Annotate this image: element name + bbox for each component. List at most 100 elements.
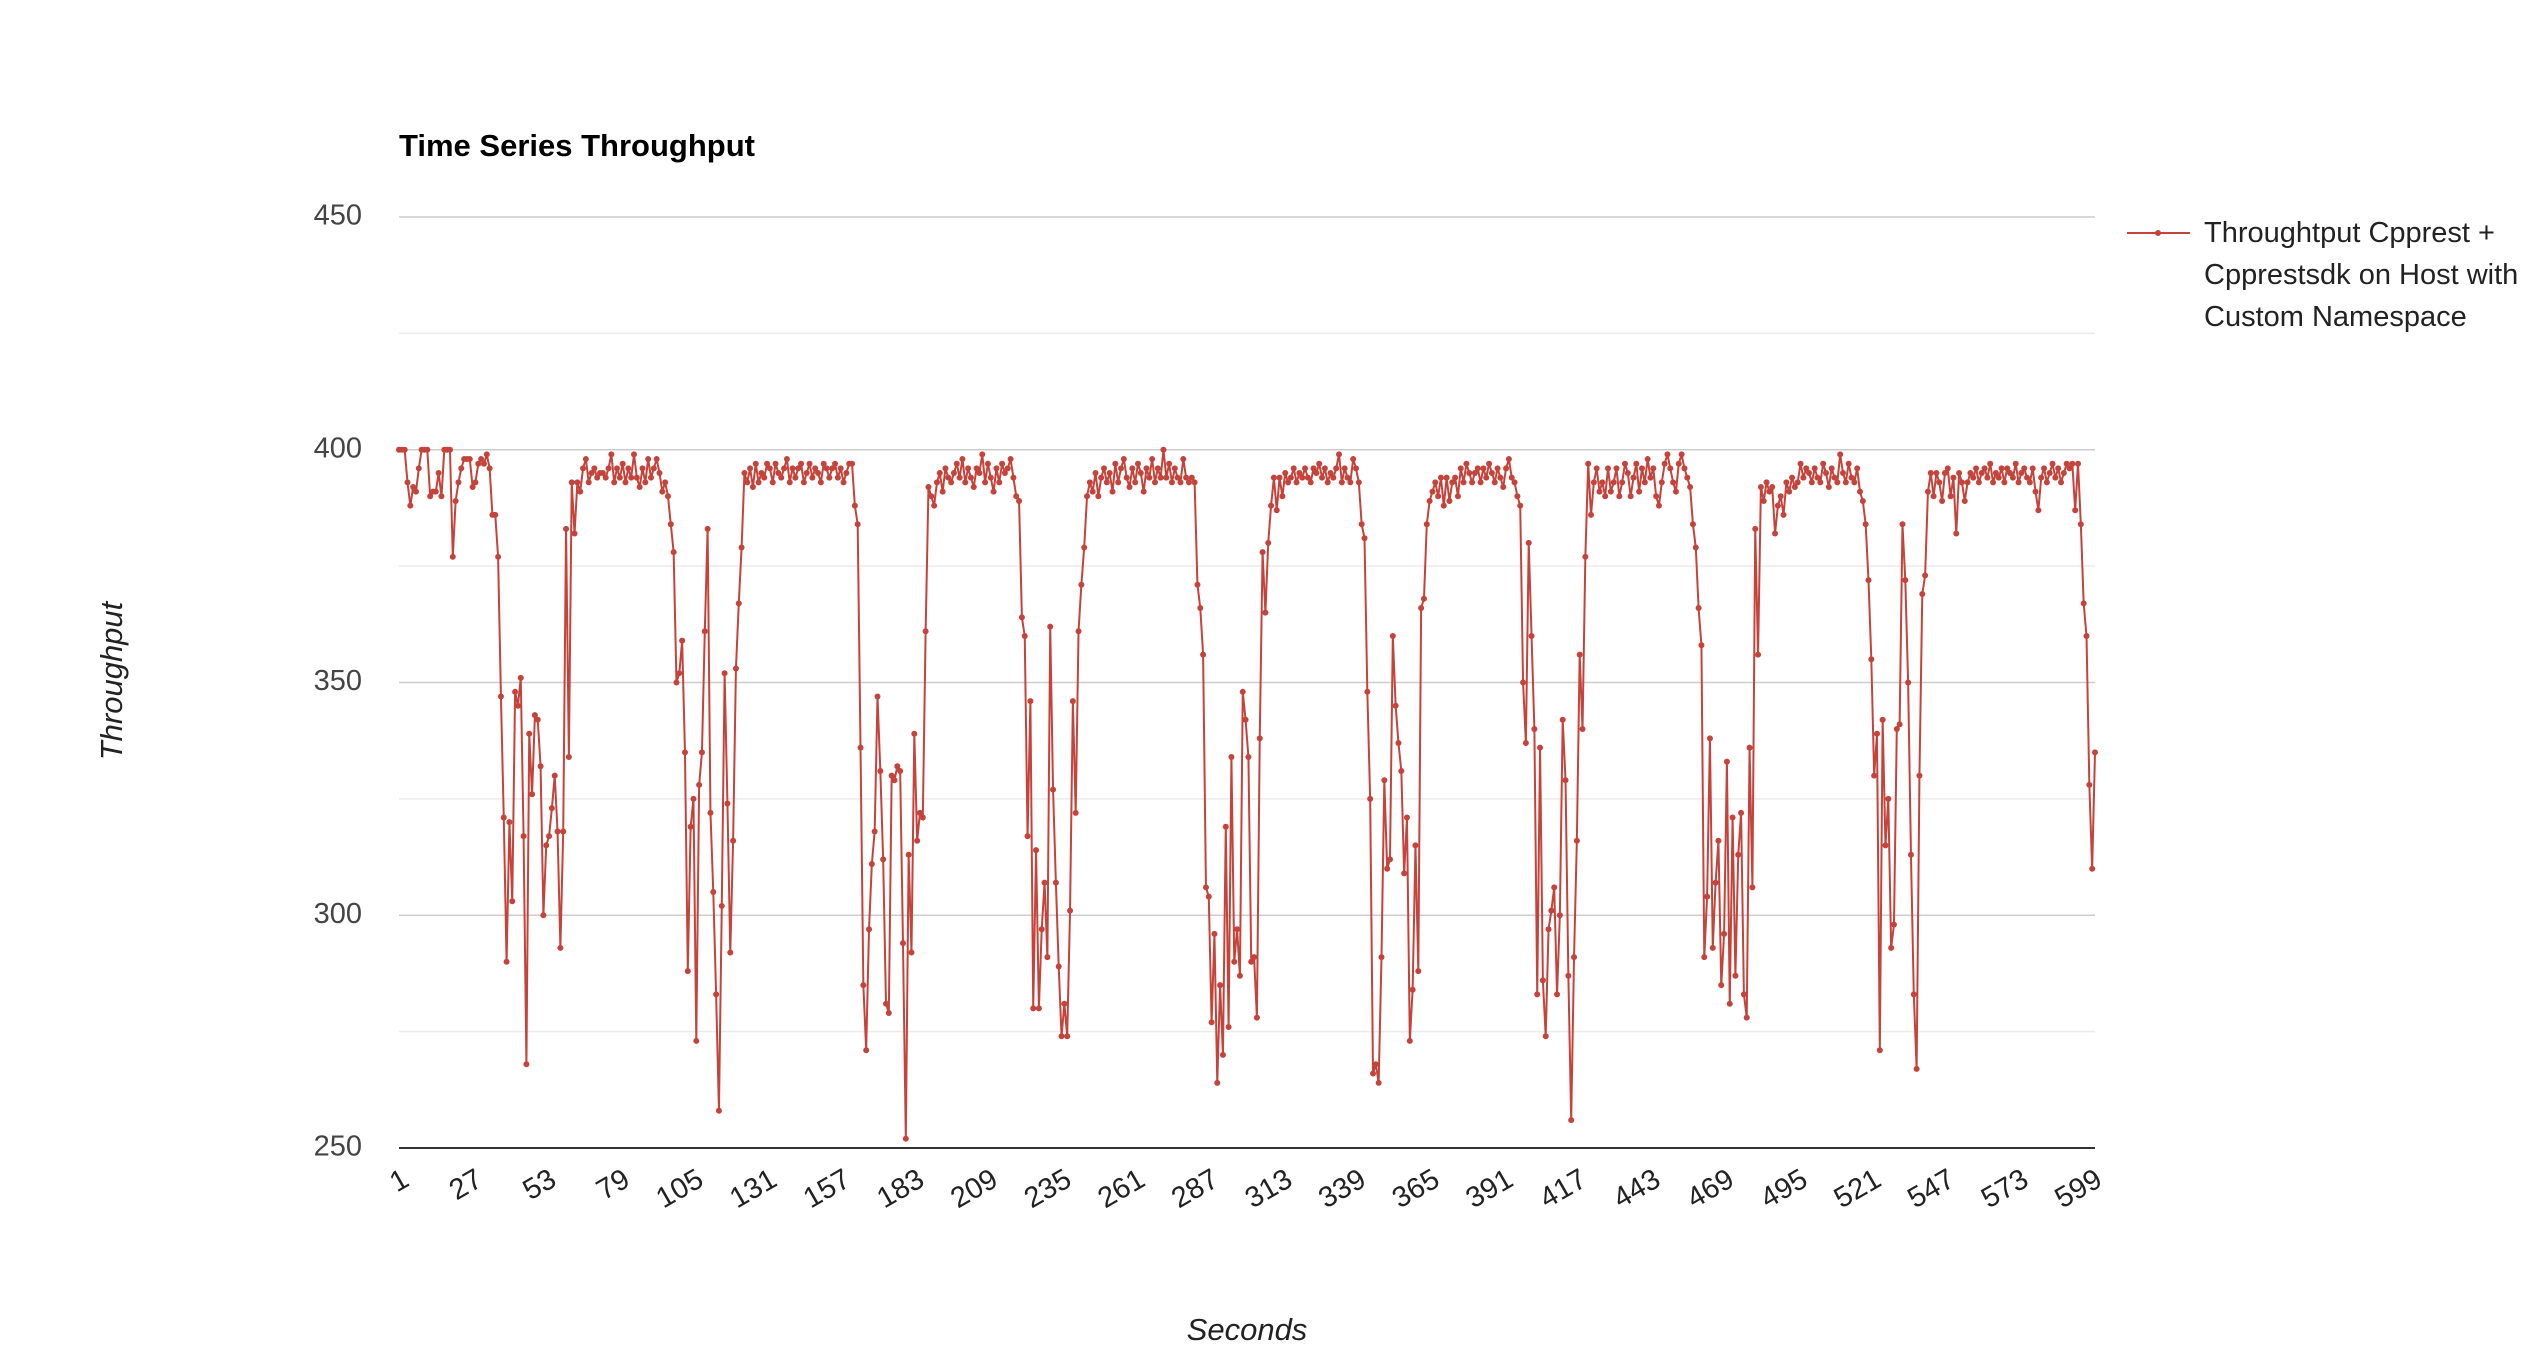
data-point xyxy=(1712,879,1719,886)
data-point xyxy=(1789,474,1796,481)
data-point xyxy=(415,465,422,472)
data-point xyxy=(755,479,762,486)
data-point xyxy=(1171,465,1178,472)
data-point xyxy=(1460,479,1467,486)
data-point xyxy=(1197,605,1204,612)
data-point xyxy=(984,460,991,467)
data-point xyxy=(1704,893,1711,900)
data-point xyxy=(1735,851,1742,858)
data-point xyxy=(1950,474,1957,481)
data-point xyxy=(1936,479,1943,486)
data-point xyxy=(628,474,635,481)
data-point xyxy=(1800,474,1807,481)
data-point xyxy=(565,753,572,760)
data-point xyxy=(1214,1079,1221,1086)
data-point xyxy=(1092,470,1099,477)
data-point xyxy=(1457,465,1464,472)
x-tick-label: 261 xyxy=(1093,1163,1151,1215)
data-point xyxy=(1287,474,1294,481)
x-tick-label: 209 xyxy=(945,1163,1003,1215)
series-line xyxy=(399,448,2096,1139)
data-point xyxy=(1644,456,1651,463)
data-point xyxy=(1698,642,1705,649)
data-point xyxy=(1967,470,1974,477)
data-point xyxy=(495,553,502,560)
data-point xyxy=(1930,493,1937,500)
data-point xyxy=(608,451,615,458)
data-point xyxy=(619,460,626,467)
data-point xyxy=(1432,479,1439,486)
data-point xyxy=(667,521,674,528)
data-point xyxy=(1236,972,1243,979)
data-point xyxy=(1933,470,1940,477)
data-point xyxy=(704,525,711,532)
data-point xyxy=(1262,609,1269,616)
data-point xyxy=(1797,460,1804,467)
x-tick-label: 287 xyxy=(1166,1163,1224,1215)
data-point xyxy=(1743,1014,1750,1021)
data-point xyxy=(1208,1019,1215,1026)
data-point xyxy=(1848,474,1855,481)
data-point xyxy=(1463,460,1470,467)
data-point xyxy=(1729,814,1736,821)
data-point xyxy=(2026,479,2033,486)
data-point xyxy=(1500,483,1507,490)
data-point xyxy=(882,1000,889,1007)
data-point xyxy=(1038,926,1045,933)
data-point xyxy=(1953,530,1960,537)
data-point xyxy=(1217,982,1224,989)
data-point xyxy=(1944,465,1951,472)
data-point xyxy=(506,819,513,826)
data-point xyxy=(1808,479,1815,486)
data-point xyxy=(950,470,957,477)
data-point xyxy=(744,479,751,486)
data-point xyxy=(1324,479,1331,486)
data-point xyxy=(557,944,564,951)
data-point xyxy=(1341,465,1348,472)
data-point xyxy=(1310,465,1317,472)
data-point xyxy=(701,628,708,635)
data-point xyxy=(976,470,983,477)
data-point xyxy=(1270,474,1277,481)
data-point xyxy=(534,716,541,723)
data-point xyxy=(1602,493,1609,500)
data-point xyxy=(636,483,643,490)
data-point xyxy=(1537,744,1544,751)
data-point xyxy=(1290,465,1297,472)
data-point xyxy=(631,451,638,458)
data-point xyxy=(933,479,940,486)
y-tick-label: 450 xyxy=(314,200,362,232)
data-point xyxy=(1344,474,1351,481)
data-point xyxy=(492,511,499,518)
y-tick-label: 400 xyxy=(314,432,362,464)
data-point xyxy=(2035,507,2042,514)
data-point xyxy=(1047,623,1054,630)
data-point xyxy=(1970,474,1977,481)
data-point xyxy=(1998,465,2005,472)
data-point xyxy=(1647,474,1654,481)
data-point xyxy=(1205,893,1212,900)
data-point xyxy=(1389,632,1396,639)
data-point xyxy=(936,470,943,477)
data-point xyxy=(1975,479,1982,486)
data-point xyxy=(826,474,833,481)
data-point xyxy=(1726,1000,1733,1007)
data-point xyxy=(1030,1005,1037,1012)
data-point xyxy=(718,902,725,909)
data-point xyxy=(2029,465,2036,472)
data-point xyxy=(707,809,714,816)
data-point xyxy=(752,460,759,467)
data-point xyxy=(945,474,952,481)
data-point xyxy=(730,837,737,844)
data-point xyxy=(401,446,408,453)
data-point xyxy=(1406,1037,1413,1044)
data-point xyxy=(537,763,544,770)
data-point xyxy=(1786,488,1793,495)
data-point xyxy=(1922,572,1929,579)
data-point xyxy=(2055,465,2062,472)
data-point xyxy=(1879,716,1886,723)
data-point xyxy=(1661,460,1668,467)
data-point xyxy=(1007,456,1014,463)
data-point xyxy=(1842,479,1849,486)
